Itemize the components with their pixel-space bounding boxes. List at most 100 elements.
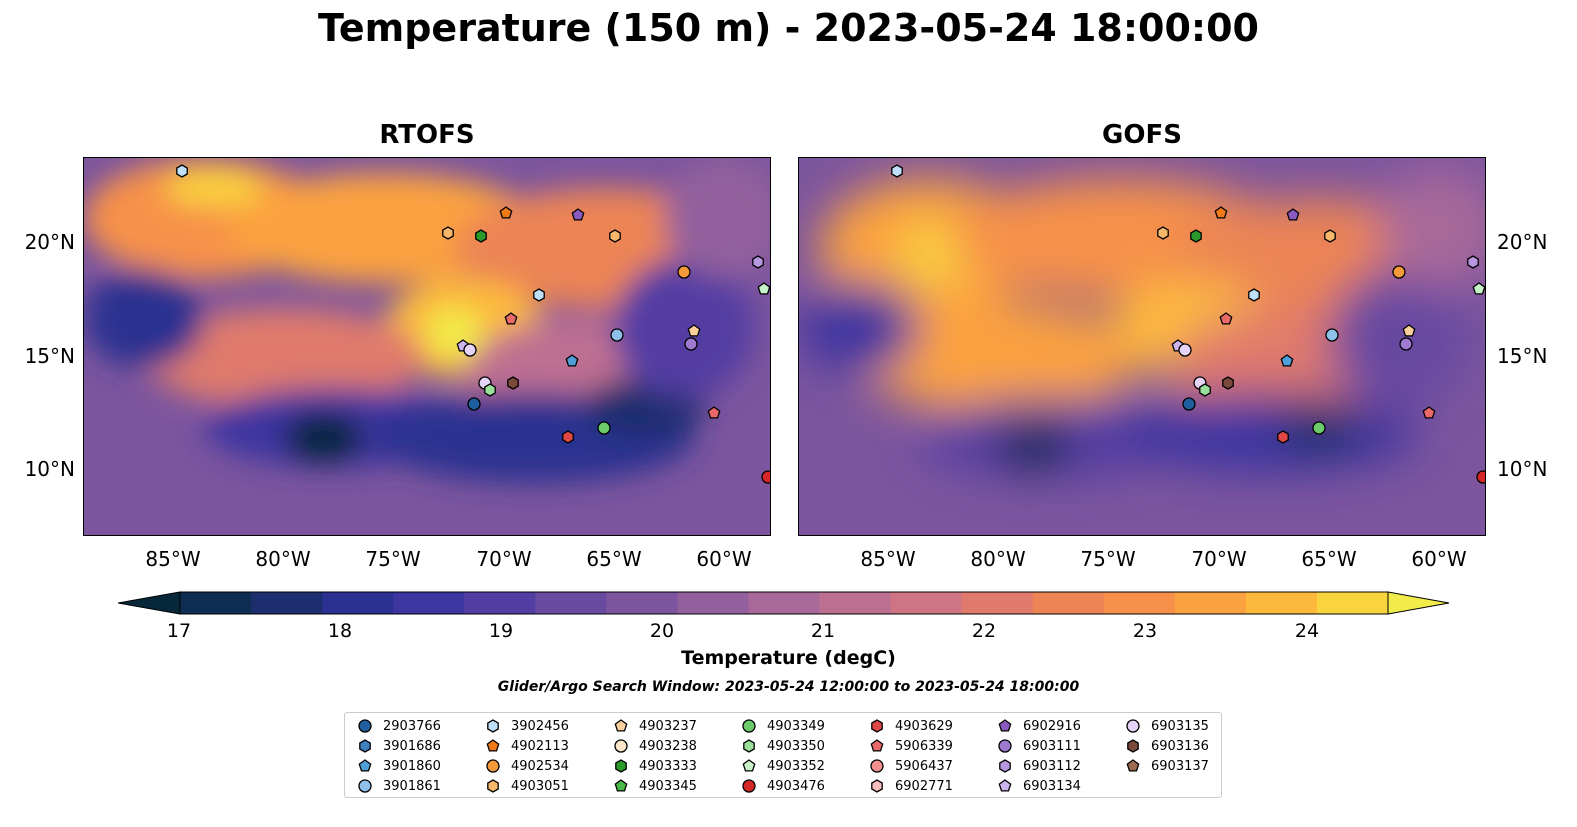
figure-title: Temperature (150 m) - 2023-05-24 18:00:0… (317, 6, 1259, 50)
legend-label: 4902534 (511, 758, 569, 774)
float-marker-6903112 (1467, 255, 1479, 269)
legend-marker-4903349 (742, 719, 756, 733)
legend-label: 4903476 (767, 778, 825, 794)
colorbar-label: Temperature (degC) (681, 647, 896, 669)
legend-item-3901860: 3901860 (357, 757, 441, 775)
legend-item-3901686: 3901686 (357, 737, 441, 755)
legend-marker-4903629 (871, 719, 883, 733)
float-marker-3902456 (533, 288, 545, 302)
legend-marker-4903238 (614, 739, 628, 753)
colorbar-segment (748, 592, 821, 614)
legend-marker-4903237 (614, 719, 628, 732)
colorbar-segment (322, 592, 394, 614)
panel-title-rtofs: RTOFS (379, 120, 475, 150)
colorbar-tick-19: 19 (488, 620, 514, 642)
float-marker-4903352 (1472, 282, 1485, 295)
float-marker-4903333 (475, 229, 487, 243)
lon-tick-left-85w: 85°W (145, 547, 201, 571)
float-legend: 2903766 3901686 3901860 3901861 3902456 49021… (344, 712, 1222, 798)
lon-tick-left-60w: 60°W (696, 547, 752, 571)
legend-label: 4903629 (895, 718, 953, 734)
lon-tick-left-70w: 70°W (476, 547, 532, 571)
legend-label: 6903136 (1151, 738, 1209, 754)
float-marker-3902456 (176, 164, 188, 178)
legend-marker-3902456 (487, 719, 499, 733)
float-marker-4902113 (499, 206, 513, 219)
legend-item-6903111: 6903111 (997, 737, 1081, 755)
float-marker-4903237 (687, 324, 701, 337)
legend-item-6902916: 6902916 (997, 717, 1081, 735)
legend-item-4903051: 4903051 (485, 777, 569, 795)
lat-tick-right-15n: 15°N (1497, 344, 1548, 368)
lon-tick-left-65w: 65°W (586, 547, 642, 571)
legend-label: 3901686 (383, 738, 441, 754)
lon-tick-left-75w: 75°W (365, 547, 421, 571)
legend-item-4903476: 4903476 (741, 777, 825, 795)
float-marker-4903476 (761, 470, 770, 484)
colorbar-extend-min (118, 591, 181, 615)
float-marker-6902916 (571, 208, 585, 221)
float-marker-3901860 (1280, 354, 1294, 367)
legend-item-6903136: 6903136 (1125, 737, 1209, 755)
legend-label: 6903135 (1151, 718, 1209, 734)
lon-tick-right-75w: 75°W (1080, 547, 1136, 571)
legend-item-6903135: 6903135 (1125, 717, 1209, 735)
legend-marker-6902771 (871, 779, 883, 793)
legend-marker-6903134 (998, 779, 1012, 792)
legend-label: 3901860 (383, 758, 441, 774)
float-marker-4903476 (1476, 470, 1485, 484)
float-marker-4903350 (484, 383, 496, 397)
float-marker-6902916 (1286, 208, 1300, 221)
legend-label: 4903350 (767, 738, 825, 754)
float-marker-3901861 (1325, 328, 1339, 342)
float-marker-5906339 (1422, 406, 1436, 419)
colorbar-segment (1316, 592, 1389, 614)
legend-label: 6902771 (895, 778, 953, 794)
float-marker-4903349 (1312, 421, 1326, 435)
float-marker-4903051 (442, 226, 454, 240)
colorbar-segment (251, 592, 323, 614)
legend-item-4903237: 4903237 (613, 717, 697, 735)
map-svg-rtofs (84, 158, 770, 535)
float-marker-5906339 (707, 406, 721, 419)
legend-item-3901861: 3901861 (357, 777, 441, 795)
legend-marker-4903350 (743, 739, 755, 753)
legend-marker-5906339 (870, 739, 884, 752)
legend-marker-6903136 (1127, 739, 1139, 753)
colorbar-segment (1032, 592, 1105, 614)
legend-label: 6903134 (1023, 778, 1081, 794)
legend-item-4903345: 4903345 (613, 777, 697, 795)
colorbar-tick-21: 21 (810, 620, 836, 642)
legend-item-2903766: 2903766 (357, 717, 441, 735)
float-marker-6903135 (463, 343, 477, 357)
legend-label: 6903137 (1151, 758, 1209, 774)
legend-marker-6903137 (1126, 759, 1140, 772)
legend-label: 6903111 (1023, 738, 1081, 754)
float-marker-3901860 (565, 354, 579, 367)
legend-item-5906339: 5906339 (869, 737, 953, 755)
colorbar-tick-17: 17 (166, 620, 192, 642)
colorbar-segment (464, 592, 536, 614)
legend-marker-6902916 (998, 719, 1012, 732)
float-marker-4903629 (562, 430, 574, 444)
lon-tick-right-80w: 80°W (970, 547, 1026, 571)
legend-marker-2903766 (358, 719, 372, 733)
legend-marker-6903112 (999, 759, 1011, 773)
colorbar-segment (1245, 592, 1318, 614)
lon-tick-right-85w: 85°W (860, 547, 916, 571)
legend-marker-5906437 (870, 759, 884, 773)
map-svg-gofs (799, 158, 1485, 535)
lon-tick-right-65w: 65°W (1301, 547, 1357, 571)
colorbar-tick-22: 22 (971, 620, 997, 642)
float-marker-4903349 (597, 421, 611, 435)
legend-marker-3901860 (358, 759, 372, 772)
legend-label: 6902916 (1023, 718, 1081, 734)
legend-label: 4903349 (767, 718, 825, 734)
temperature-colorbar (118, 591, 1450, 615)
legend-label: 4903238 (639, 738, 697, 754)
legend-item-4902534: 4902534 (485, 757, 569, 775)
map-panel-rtofs (83, 157, 771, 536)
legend-label: 4903345 (639, 778, 697, 794)
float-marker-4902113 (1214, 206, 1228, 219)
colorbar-segment (606, 592, 678, 614)
